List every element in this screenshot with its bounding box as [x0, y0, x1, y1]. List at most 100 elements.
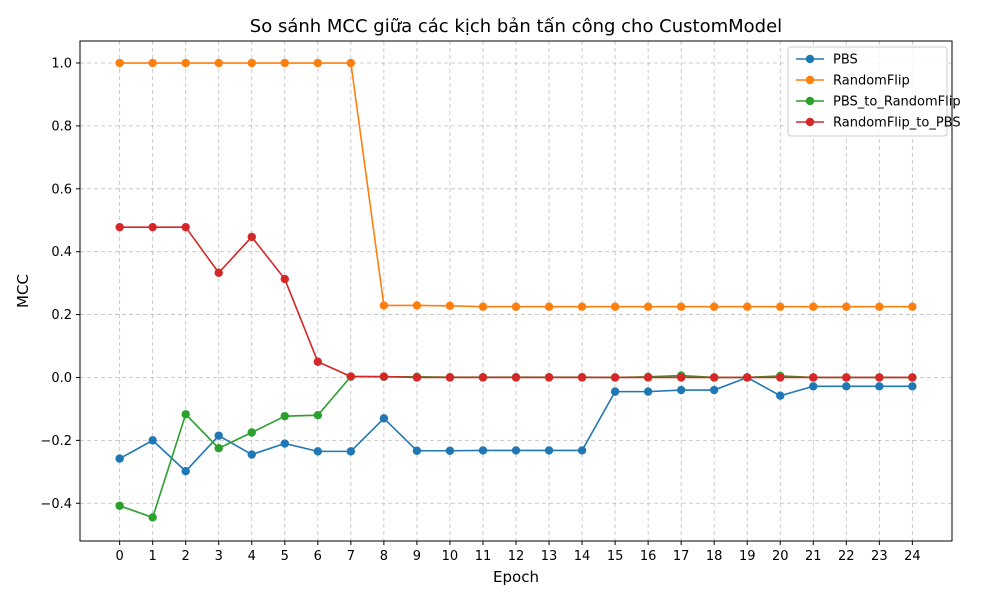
y-tick-label: −0.2: [40, 434, 72, 449]
y-tick-label: 0.8: [51, 119, 72, 134]
legend-label-pbs-to-randomflip: PBS_to_RandomFlip: [833, 95, 961, 110]
x-tick-label: 17: [673, 549, 690, 564]
x-tick-label: 2: [182, 549, 190, 564]
data-point-randomflip-to-pbs: [842, 373, 851, 382]
chart-title: So sánh MCC giữa các kịch bản tấn công c…: [250, 16, 782, 37]
x-tick-label: 13: [541, 549, 558, 564]
data-point-randomflip: [148, 58, 157, 68]
legend: PBS RandomFlip PBS_to_RandomFlip RandomFlip…: [787, 46, 961, 137]
legend-marker-randomflip-to-pbs: [805, 117, 815, 127]
x-tick-label: 15: [607, 549, 624, 564]
series-randomflip-to-pbs: [115, 222, 917, 382]
x-tick-label: 6: [314, 549, 322, 564]
data-point-pbs: [280, 439, 289, 448]
data-point-pbs-to-randomflip: [214, 444, 223, 453]
data-point-randomflip: [214, 58, 223, 68]
x-tick-label: 11: [475, 549, 492, 564]
y-tick-label: 0.2: [51, 308, 72, 323]
x-tick-label: 1: [149, 549, 157, 564]
data-point-randomflip-to-pbs: [445, 373, 455, 382]
data-point-pbs: [247, 450, 256, 459]
data-point-randomflip: [115, 58, 124, 68]
data-point-pbs-to-randomflip: [148, 513, 157, 522]
data-point-pbs: [809, 382, 818, 391]
x-tick-label: 0: [115, 549, 123, 564]
data-point-pbs: [148, 436, 157, 445]
x-tick-label: 22: [838, 549, 855, 564]
data-point-randomflip-to-pbs: [478, 373, 488, 382]
data-point-randomflip-to-pbs: [577, 373, 587, 382]
data-point-pbs: [214, 431, 223, 440]
data-point-pbs: [511, 446, 521, 455]
data-point-randomflip: [379, 301, 389, 310]
data-point-pbs: [842, 382, 851, 391]
data-point-randomflip: [743, 302, 752, 311]
data-point-randomflip-to-pbs: [412, 373, 422, 382]
data-point-pbs-to-randomflip: [181, 410, 190, 419]
legend-label-pbs: PBS: [833, 53, 858, 68]
x-tick-label: 8: [380, 549, 388, 564]
data-point-pbs: [643, 387, 653, 396]
data-point-randomflip: [247, 58, 256, 68]
x-tick-label: 7: [347, 549, 355, 564]
data-point-randomflip-to-pbs: [511, 373, 521, 382]
data-point-randomflip-to-pbs: [148, 222, 157, 232]
data-point-randomflip: [709, 302, 719, 311]
data-point-pbs: [776, 391, 785, 400]
axis-ticks: 0 1 2 3 4 5 6 7 8 9 10 11 12 13 14 15 16 17 18 19 20 21 22 23 24…: [40, 57, 920, 564]
data-point-pbs: [181, 466, 190, 476]
x-tick-label: 9: [413, 549, 421, 564]
data-point-pbs: [610, 387, 620, 396]
data-point-randomflip-to-pbs: [809, 373, 818, 382]
legend-marker-pbs-to-randomflip: [805, 96, 815, 106]
data-point-pbs: [875, 382, 884, 391]
legend-marker-pbs: [805, 54, 815, 64]
data-point-randomflip: [809, 302, 818, 311]
data-point-randomflip: [842, 302, 851, 311]
y-tick-label: 0.6: [51, 182, 72, 197]
data-point-randomflip-to-pbs: [709, 373, 719, 382]
legend-label-randomflip: RandomFlip: [833, 74, 910, 89]
x-tick-label: 19: [739, 549, 756, 564]
x-tick-label: 21: [805, 549, 822, 564]
data-point-randomflip: [544, 302, 554, 311]
data-point-pbs: [379, 414, 389, 423]
data-point-randomflip: [610, 302, 620, 311]
x-tick-label: 23: [871, 549, 888, 564]
data-point-randomflip-to-pbs: [346, 372, 356, 381]
x-axis-label: Epoch: [493, 568, 539, 586]
x-tick-label: 24: [904, 549, 921, 564]
data-point-randomflip-to-pbs: [181, 222, 190, 232]
x-tick-label: 20: [772, 549, 789, 564]
data-point-randomflip-to-pbs: [544, 373, 554, 382]
data-point-pbs: [478, 446, 488, 455]
series-randomflip: [115, 58, 917, 311]
data-point-randomflip: [676, 302, 686, 311]
data-point-randomflip: [280, 58, 289, 68]
legend-box: [787, 46, 948, 137]
data-point-pbs: [676, 385, 686, 395]
data-point-pbs: [544, 446, 554, 455]
data-point-randomflip-to-pbs: [214, 268, 223, 277]
x-tick-label: 18: [706, 549, 723, 564]
data-point-pbs: [115, 454, 124, 463]
data-point-pbs-to-randomflip: [280, 411, 289, 421]
data-point-randomflip-to-pbs: [875, 373, 884, 382]
data-point-pbs-to-randomflip: [115, 501, 124, 510]
legend-marker-randomflip: [805, 75, 815, 85]
x-tick-label: 14: [574, 549, 591, 564]
data-point-randomflip: [346, 58, 356, 68]
data-point-pbs: [445, 446, 455, 455]
data-point-randomflip: [577, 302, 587, 311]
x-tick-label: 12: [508, 549, 525, 564]
data-point-randomflip: [181, 58, 190, 68]
data-point-randomflip-to-pbs: [776, 373, 785, 382]
data-point-pbs: [908, 382, 917, 391]
data-point-pbs: [346, 447, 356, 456]
data-point-randomflip-to-pbs: [115, 222, 124, 232]
data-point-randomflip-to-pbs: [643, 373, 653, 382]
data-point-randomflip-to-pbs: [676, 373, 686, 382]
data-point-randomflip-to-pbs: [908, 373, 917, 382]
x-tick-label: 16: [640, 549, 657, 564]
